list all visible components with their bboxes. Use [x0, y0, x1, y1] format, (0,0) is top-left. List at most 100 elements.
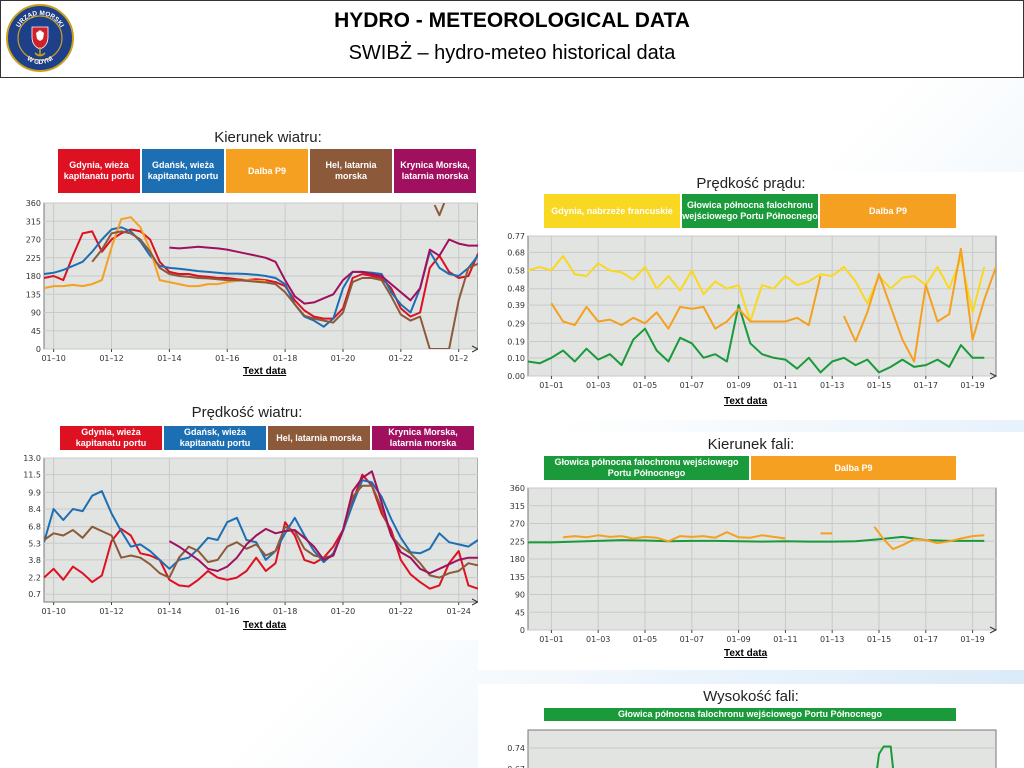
y-tick-label: 0.48 — [507, 285, 525, 294]
wave-direction-panel: Kierunek fali: Głowica północna falochro… — [478, 432, 1024, 670]
y-tick-label: 8.4 — [28, 505, 41, 514]
y-tick-label: 5.3 — [28, 539, 41, 548]
y-tick-label: 0.58 — [507, 267, 525, 276]
legend-krynica[interactable]: Krynica Morska, latarnia morska — [394, 149, 476, 193]
x-tick-label: 01–10 — [41, 607, 65, 616]
y-tick-label: 9.9 — [28, 488, 41, 497]
x-tick-label: 01–20 — [331, 354, 355, 363]
series-line-green — [528, 304, 985, 374]
legend-glowica[interactable]: Głowica północna falochronu wejściowego … — [544, 456, 749, 480]
y-tick-label: 360 — [510, 484, 525, 493]
plot-area — [43, 457, 478, 603]
x-axis-arrow — [989, 372, 998, 380]
wave-direction-text-data-link[interactable]: Text data — [724, 648, 768, 659]
series-line-orange — [562, 531, 786, 543]
y-tick-label: 0.67 — [507, 765, 525, 768]
x-tick-label: 01–09 — [726, 635, 750, 644]
wave-direction-chart: 0 45 90 135 180 225 270 315 360 01–01 01–03 01–05 01… — [510, 484, 998, 644]
x-tick-label: 01–19 — [960, 381, 984, 390]
x-tick-label: 01–17 — [914, 635, 938, 644]
y-tick-label: 0.74 — [507, 744, 525, 753]
y-tick-label: 0.39 — [507, 301, 525, 310]
y-tick-label: 45 — [515, 608, 525, 617]
x-tick-label: 01–11 — [773, 381, 797, 390]
wave-height-legend: Głowica północna falochronu wejściowego … — [544, 708, 956, 721]
wave-direction-legend: Głowica północna falochronu wejściowego … — [544, 456, 956, 480]
y-tick-label: 315 — [26, 217, 41, 226]
x-tick-label: 01–03 — [586, 381, 610, 390]
x-tick-label: 01–2 — [449, 354, 468, 363]
x-tick-label: 01–13 — [820, 381, 844, 390]
y-tick-label: 90 — [515, 591, 525, 600]
current-speed-title: Prędkość prądu: — [696, 175, 806, 192]
legend-hel[interactable]: Hel, latarnia morska — [310, 149, 392, 193]
page-subtitle: SWIBŻ – hydro-meteo historical data — [348, 42, 676, 64]
x-tick-label: 01–16 — [215, 607, 239, 616]
wave-height-title: Wysokość fali: — [703, 688, 799, 705]
y-tick-label: 315 — [510, 502, 525, 511]
legend-dalba[interactable]: Dalba P9 — [226, 149, 308, 193]
legend-glowica[interactable]: Głowica północna falochronu wejściowego … — [682, 194, 818, 228]
y-tick-label: 2.2 — [28, 574, 41, 583]
y-tick-label: 0.29 — [507, 319, 525, 328]
y-tick-label: 225 — [26, 254, 41, 263]
wave-direction-title: Kierunek fali: — [707, 436, 795, 453]
series-line-orange — [873, 526, 985, 551]
legend-gdynia-nabrzeze[interactable]: Gdynia, nabrzeże francuskie — [544, 194, 680, 228]
legend-krynica[interactable]: Krynica Morska, latarnia morska — [372, 426, 474, 450]
legend-glowica[interactable]: Głowica północna falochronu wejściowego … — [544, 708, 956, 721]
current-speed-legend: Gdynia, nabrzeże francuskie Głowica półn… — [544, 194, 956, 228]
page-title: HYDRO - METEOROLOGICAL DATA — [334, 9, 690, 32]
legend-hel[interactable]: Hel, latarnia morska — [268, 426, 370, 450]
legend-dalba[interactable]: Dalba P9 — [751, 456, 956, 480]
wind-speed-chart: 0.7 2.2 3.8 5.3 6.8 8.4 9.9 11.5 13.0 01–10 01–12 0… — [23, 454, 478, 616]
legend-gdynia[interactable]: Gdynia, wieża kapitanatu portu — [58, 149, 140, 193]
x-tick-label: 01–12 — [99, 354, 123, 363]
legend-gdansk[interactable]: Gdańsk, wieża kapitanatu portu — [142, 149, 224, 193]
svg-text:W GDYNI: W GDYNI — [26, 55, 55, 66]
x-tick-label: 01–15 — [867, 635, 891, 644]
x-tick-label: 01–20 — [331, 607, 355, 616]
current-speed-chart: 0.00 0.10 0.19 0.29 0.39 0.48 0.58 0.68 0.77 01–0… — [507, 232, 998, 390]
wave-height-panel: Wysokość fali: Głowica północna falochro… — [478, 684, 1024, 768]
y-tick-label: 0.19 — [507, 337, 525, 346]
series-line-magenta — [168, 470, 478, 575]
series-line-red — [44, 473, 478, 590]
x-tick-label: 01–19 — [960, 635, 984, 644]
legend-dalba[interactable]: Dalba P9 — [820, 194, 956, 228]
x-tick-label: 01–17 — [914, 381, 938, 390]
y-tick-label: 360 — [26, 199, 41, 208]
x-tick-label: 01–22 — [389, 354, 413, 363]
x-tick-label: 01–15 — [867, 381, 891, 390]
wind-direction-text-data-link[interactable]: Text data — [243, 366, 287, 377]
x-tick-label: 01–18 — [273, 607, 297, 616]
legend-gdansk[interactable]: Gdańsk, wieża kapitanatu portu — [164, 426, 266, 450]
current-speed-text-data-link[interactable]: Text data — [724, 396, 768, 407]
series-line-brown — [44, 484, 478, 579]
wind-direction-title: Kierunek wiatru: — [214, 129, 322, 146]
x-tick-label: 01–12 — [99, 607, 123, 616]
x-tick-label: 01–01 — [539, 635, 563, 644]
legend-gdynia[interactable]: Gdynia, wieża kapitanatu portu — [60, 426, 162, 450]
x-tick-label: 01–10 — [41, 354, 65, 363]
x-tick-label: 01–05 — [633, 381, 657, 390]
x-tick-label: 01–14 — [157, 607, 181, 616]
x-tick-label: 01–22 — [389, 607, 413, 616]
wind-speed-text-data-link[interactable]: Text data — [243, 620, 287, 631]
x-tick-label: 01–13 — [820, 635, 844, 644]
y-tick-label: 180 — [26, 272, 41, 281]
wind-speed-panel: Prędkość wiatru: Gdynia, wieża kapitanat… — [16, 400, 478, 640]
y-tick-label: 180 — [510, 555, 525, 564]
y-tick-label: 0 — [520, 626, 525, 635]
series-line-orange — [44, 216, 266, 290]
wind-speed-title: Prędkość wiatru: — [191, 404, 303, 421]
header-bar: URZĄD MORSKI W GDYNI HYDRO - METEOROLOGI… — [0, 0, 1024, 78]
x-tick-label: 01–03 — [586, 635, 610, 644]
wind-speed-legend: Gdynia, wieża kapitanatu portu Gdańsk, w… — [60, 426, 474, 450]
series-line-orange — [550, 275, 822, 330]
x-tick-label: 01–14 — [157, 354, 181, 363]
wind-direction-legend: Gdynia, wieża kapitanatu portu Gdańsk, w… — [58, 149, 476, 193]
current-speed-panel: Prędkość prądu: Gdynia, nabrzeże francus… — [478, 172, 1024, 420]
y-tick-label: 11.5 — [23, 471, 41, 480]
wave-height-chart: 0.67 0.74 — [507, 729, 997, 768]
